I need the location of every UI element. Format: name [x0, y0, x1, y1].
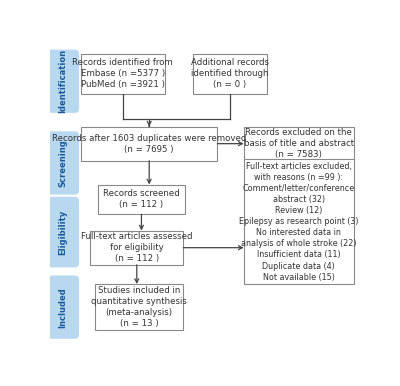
FancyBboxPatch shape: [48, 276, 78, 338]
FancyBboxPatch shape: [48, 132, 78, 194]
FancyBboxPatch shape: [81, 127, 218, 161]
Text: Records excluded on the
basis of title and abstract
(n = 7583): Records excluded on the basis of title a…: [244, 128, 354, 159]
FancyBboxPatch shape: [90, 230, 183, 265]
FancyBboxPatch shape: [244, 127, 354, 161]
Text: Records screened
(n = 112 ): Records screened (n = 112 ): [103, 190, 180, 210]
Text: Records identified from
Embase (n =5377 )
PubMed (n =3921 ): Records identified from Embase (n =5377 …: [72, 58, 173, 90]
FancyBboxPatch shape: [244, 159, 354, 284]
Text: Full-text articles excluded,
with reasons (n =99 ):
Comment/letter/conference
ab: Full-text articles excluded, with reason…: [239, 162, 358, 282]
Text: Screening: Screening: [59, 139, 68, 187]
Text: Full-text articles assessed
for eligibility
(n = 112 ): Full-text articles assessed for eligibil…: [81, 232, 192, 263]
FancyBboxPatch shape: [81, 54, 165, 94]
Text: Eligibility: Eligibility: [59, 210, 68, 255]
FancyBboxPatch shape: [48, 50, 78, 112]
FancyBboxPatch shape: [98, 185, 185, 214]
Text: Identification: Identification: [59, 49, 68, 113]
Text: Records after 1603 duplicates were removed
(n = 7695 ): Records after 1603 duplicates were remov…: [52, 134, 246, 154]
Text: Additional records
identified through
(n = 0 ): Additional records identified through (n…: [191, 58, 269, 90]
Text: Studies included in
quantitative synthesis
(meta-analysis)
(n = 13 ): Studies included in quantitative synthes…: [91, 286, 187, 328]
Text: Included: Included: [59, 287, 68, 327]
FancyBboxPatch shape: [48, 197, 78, 267]
FancyBboxPatch shape: [193, 54, 267, 94]
FancyBboxPatch shape: [95, 284, 183, 330]
